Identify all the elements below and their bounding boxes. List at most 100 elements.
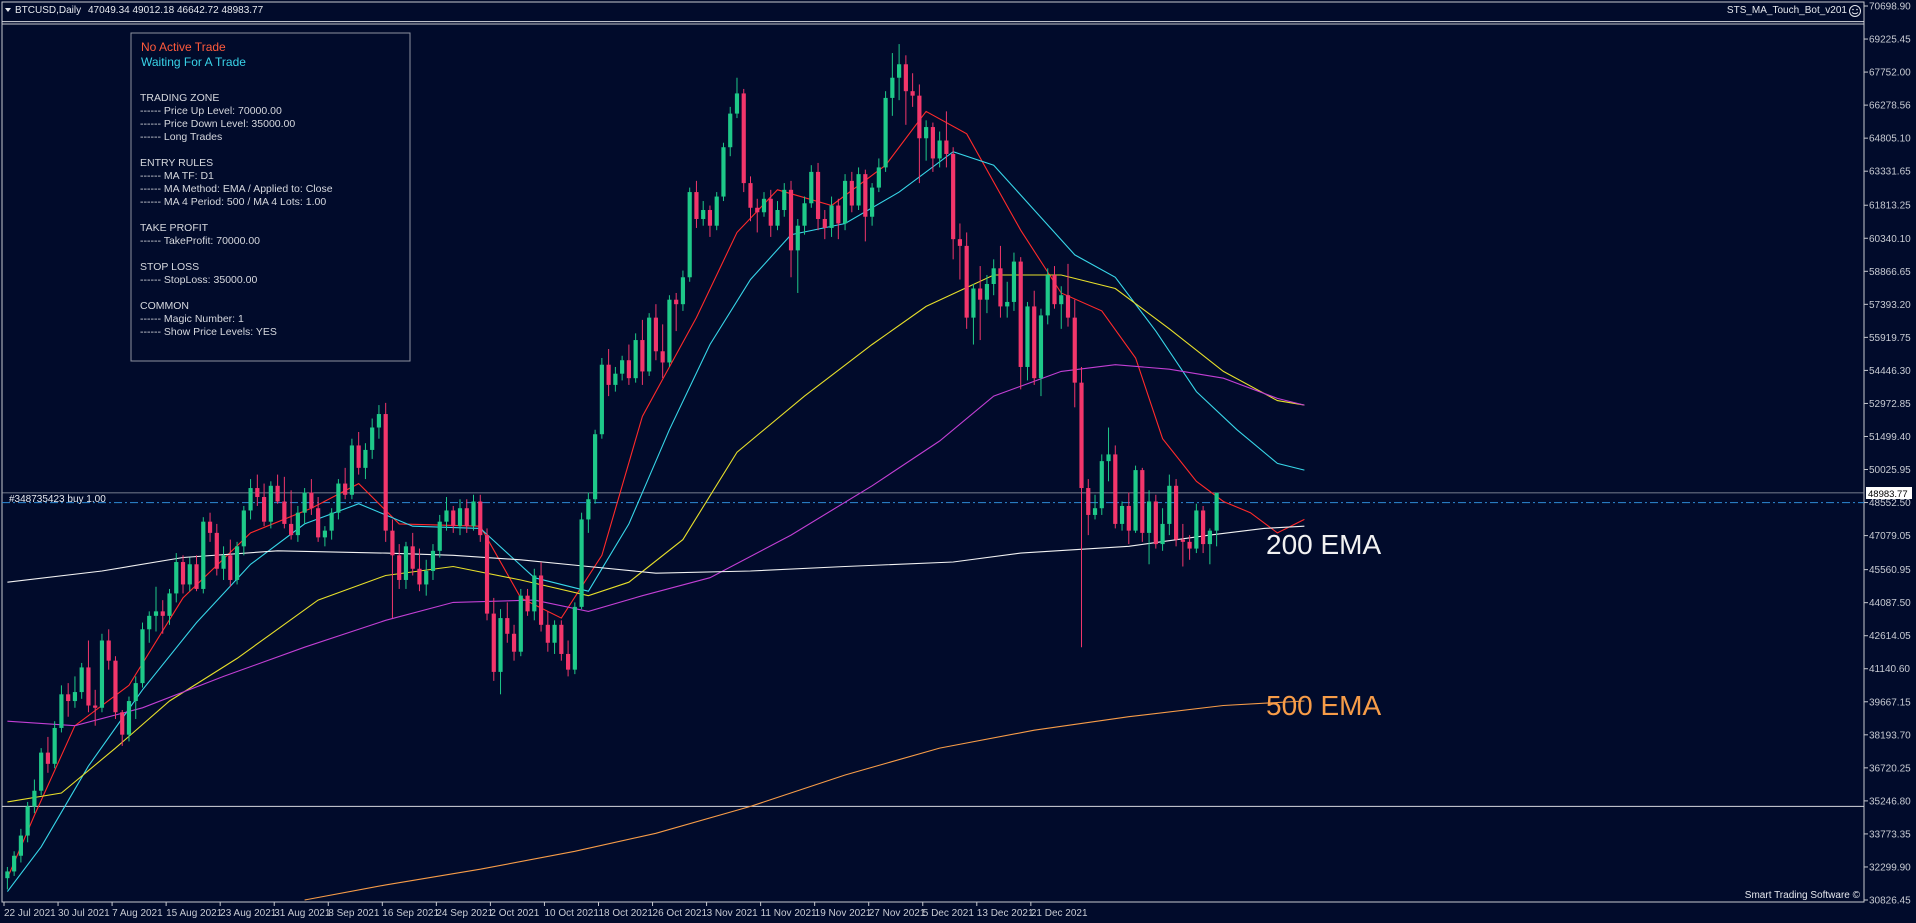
candle — [403, 541, 409, 589]
candle — [32, 779, 37, 814]
candle-body — [316, 508, 321, 538]
candle-body — [1113, 454, 1118, 524]
panel-state: Waiting For A Trade — [141, 55, 246, 69]
candle — [194, 555, 199, 592]
y-tick-label: 55919.75 — [1869, 333, 1911, 344]
candle-body — [775, 210, 780, 226]
candle-body — [424, 570, 429, 585]
ma-line-ema-red — [6, 110, 1305, 879]
x-tick-label: 18 Oct 2021 — [598, 908, 653, 919]
smiley-icon[interactable] — [1849, 5, 1861, 17]
candle-body — [126, 701, 132, 735]
candle-body — [876, 167, 881, 188]
ma-line-ema-magenta — [7, 364, 1305, 727]
candle — [518, 588, 523, 657]
candle-body — [451, 510, 456, 527]
candle-body — [971, 288, 976, 318]
candle-body — [734, 93, 740, 114]
candle — [1207, 528, 1212, 565]
candle-body — [930, 127, 935, 159]
candle-body — [491, 613, 496, 672]
candle — [1099, 454, 1104, 515]
candle — [390, 519, 395, 619]
candle — [66, 683, 71, 717]
candle — [755, 198, 760, 233]
candle — [444, 497, 449, 531]
candle-body — [275, 485, 280, 502]
position-label[interactable]: #348735423 buy 1.00 — [9, 494, 106, 505]
candle-body — [626, 360, 631, 379]
y-tick-label: 47079.05 — [1869, 531, 1911, 542]
candle — [498, 609, 503, 695]
candle-body — [957, 239, 963, 246]
candle — [356, 431, 361, 475]
candle — [809, 165, 814, 208]
current-price-tag: 48983.77 — [1866, 487, 1912, 500]
candle-body — [910, 91, 915, 96]
candle-body — [599, 364, 604, 435]
candle-body — [984, 284, 990, 300]
y-tick-label: 63331.65 — [1869, 167, 1911, 178]
candle — [126, 696, 132, 742]
candle — [1018, 257, 1023, 390]
candle-body — [1092, 508, 1098, 515]
candle — [910, 73, 915, 107]
candle — [930, 122, 935, 172]
candle-body — [140, 629, 145, 684]
candle — [343, 467, 348, 500]
candle — [883, 91, 888, 172]
x-tick-label: 16 Sep 2021 — [382, 908, 439, 919]
candle — [45, 736, 51, 773]
candle-body — [856, 174, 861, 206]
candle — [1140, 467, 1145, 542]
panel-section-line: ------ Price Down Level: 35000.00 — [140, 118, 295, 130]
candle — [505, 602, 510, 643]
panel-section-line: ------ MA 4 Period: 500 / MA 4 Lots: 1.0… — [140, 196, 326, 208]
x-tick-label: 15 Aug 2021 — [166, 908, 223, 919]
candle-body — [437, 521, 442, 551]
candle — [647, 313, 652, 376]
candle — [241, 505, 246, 556]
candle — [538, 562, 544, 632]
candle — [856, 167, 861, 211]
candle-body — [511, 633, 517, 652]
candle — [971, 284, 976, 345]
candle — [187, 557, 192, 592]
candle — [295, 505, 300, 542]
current-price-label: 48983.77 — [1868, 489, 1908, 500]
candle — [113, 656, 118, 719]
candle-body — [93, 705, 98, 708]
candle — [1126, 492, 1131, 545]
chart-menu-triangle-icon[interactable] — [5, 8, 11, 12]
candle-body — [430, 550, 436, 571]
candle — [457, 499, 463, 536]
candle-body — [478, 501, 483, 536]
candle-body — [59, 694, 64, 728]
candle-body — [167, 593, 172, 616]
candle — [775, 201, 780, 231]
candle-body — [370, 427, 375, 450]
ma-line-ema500 — [304, 700, 1305, 901]
candle-body — [86, 667, 91, 706]
candle — [1119, 501, 1125, 531]
candle-body — [255, 488, 260, 498]
panel-section-line: ------ TakeProfit: 70000.00 — [140, 235, 260, 247]
candle — [586, 492, 591, 533]
candle — [815, 162, 821, 231]
candle — [86, 640, 91, 713]
candle — [667, 295, 672, 367]
candle — [593, 429, 598, 504]
candle-body — [978, 288, 983, 300]
candle-body — [593, 434, 598, 500]
panel-status: No Active Trade — [141, 40, 226, 54]
x-tick-label: 5 Dec 2021 — [923, 908, 975, 919]
candle-body — [1106, 454, 1111, 462]
candle-body — [174, 562, 179, 594]
candle — [255, 474, 260, 506]
y-tick-label: 32299.90 — [1869, 862, 1911, 873]
candle-body — [660, 351, 665, 363]
y-tick-label: 48552.50 — [1869, 498, 1911, 509]
candle-body — [72, 692, 78, 702]
candle — [849, 171, 854, 213]
